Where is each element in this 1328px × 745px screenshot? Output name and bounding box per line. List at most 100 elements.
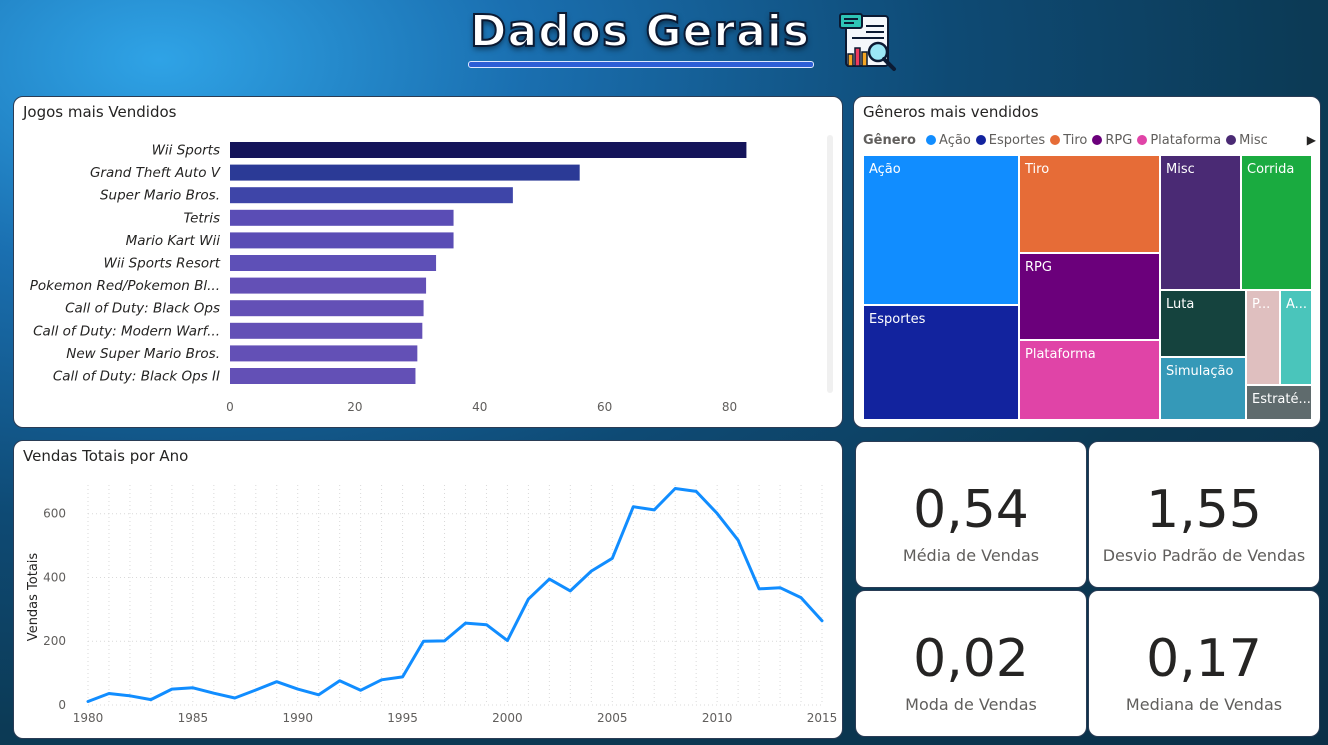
legend-label: Misc [1239,133,1268,148]
kpi-mean-card: 0,54 Média de Vendas [855,441,1087,588]
sales-series-line [86,487,824,703]
treemap-cell-label: RPG [1025,260,1052,275]
y-tick-label: 600 [43,507,66,521]
kpi-mode-card: 0,02 Moda de Vendas [855,590,1087,737]
x-tick-label: 20 [347,400,362,414]
title-underline [468,61,814,68]
bar [230,300,424,317]
legend-swatch [1092,135,1103,145]
category-label: Tetris [183,210,220,226]
legend-swatch [926,135,937,145]
kpi-mode-label: Moda de Vendas [905,695,1037,714]
legend-item[interactable]: Ação [926,133,971,148]
category-label: New Super Mario Bros. [66,346,220,362]
y-tick-label: 0 [58,698,66,712]
treemap-cell-label: Simulação [1166,364,1234,379]
x-tick-label: 1980 [73,711,104,725]
yearly-sales-line-chart: 0 200 400 600 1980 1985 1990 1995 2000 2005 2010 20… [26,485,838,725]
treemap-cell-label: A... [1286,297,1308,312]
x-tick-label: 1985 [178,711,209,725]
treemap-cell-label: Misc [1166,162,1195,177]
treemap-cell-label: Corrida [1247,162,1295,177]
genres-title: Gêneros mais vendidos [863,103,1039,121]
y-axis-title: Vendas Totais [26,553,41,642]
treemap-cell-label: Esportes [869,312,926,327]
legend-label: Ação [939,133,971,148]
x-tick-label: 2015 [807,711,838,725]
y-tick-label: 400 [43,570,66,584]
legend-item[interactable]: RPG [1092,133,1132,148]
bar [230,277,427,294]
treemap-cell[interactable]: RPG [1019,253,1160,340]
category-label: Call of Duty: Modern Warf... [33,323,220,339]
x-tick-label: 2005 [597,711,628,725]
yearly-sales-card: Vendas Totais por Ano 0 200 400 600 1980 1985… [13,440,843,739]
x-tick-label: 1995 [387,711,418,725]
legend-item[interactable]: Tiro [1050,133,1087,148]
treemap-cell[interactable]: A... [1280,290,1312,385]
treemap-cell-label: Luta [1166,297,1195,312]
yearly-sales-title: Vendas Totais por Ano [23,447,189,465]
treemap-cell-label: Estraté... [1252,392,1311,407]
bar [230,345,418,362]
bar [230,209,454,226]
category-label: Pokemon Red/Pokemon Bl... [30,278,220,294]
kpi-stddev-value: 1,55 [1146,480,1262,540]
legend-item[interactable]: Misc [1226,133,1268,148]
treemap-cell-label: Plataforma [1025,347,1096,362]
category-label: Grand Theft Auto V [90,165,222,181]
kpi-mode-value: 0,02 [913,629,1029,689]
treemap-cell-label: Ação [869,162,901,177]
kpi-median-label: Mediana de Vendas [1125,695,1283,714]
category-label: Wii Sports [152,143,220,159]
treemap-cell[interactable]: Misc [1160,155,1241,290]
treemap-cell[interactable]: Simulação [1160,357,1246,420]
scrollbar[interactable] [827,135,833,393]
category-label: Call of Duty: Black Ops [65,301,220,317]
treemap-cell[interactable]: Tiro [1019,155,1160,253]
x-tick-label: 40 [472,400,487,414]
treemap-cell[interactable]: Esportes [863,305,1019,420]
legend-item[interactable]: Plataforma [1137,133,1221,148]
report-analysis-icon [839,13,896,71]
legend-item[interactable]: Esportes [975,133,1046,148]
bar [230,368,416,384]
bar [230,187,513,204]
x-tick-label: 2010 [702,711,733,725]
legend-swatch [1226,135,1237,145]
kpi-mean-label: Média de Vendas [902,546,1040,565]
top-games-title: Jogos mais Vendidos [23,103,177,121]
bar [230,232,454,249]
bar [230,142,747,158]
legend-label: RPG [1105,133,1133,148]
x-tick-label: 2000 [492,711,523,725]
treemap-cell-label: Tiro [1025,162,1050,177]
kpi-stddev-label: Desvio Padrão de Vendas [1102,546,1306,565]
treemap-cell[interactable]: P... [1246,290,1280,385]
bar [230,255,437,271]
top-games-bar-chart: 0 20 40 60 80 Wii Sports Grand Theft Auto V Sup… [30,142,747,414]
legend-label: Esportes [988,133,1046,148]
legend-swatch [975,135,986,145]
genres-card: Gêneros mais vendidos Gênero Ação Esporte… [853,96,1321,428]
treemap-cell[interactable]: Luta [1160,290,1246,357]
treemap-cell[interactable]: Estraté... [1246,385,1312,420]
legend-next-arrow-icon[interactable]: ▶ [1306,133,1316,147]
legend-title: Gênero [863,133,916,148]
y-tick-label: 200 [43,634,66,648]
treemap-cell[interactable]: Corrida [1241,155,1312,290]
x-tick-label: 80 [722,400,737,414]
page-title: Dados Gerais [469,5,811,58]
legend-label: Tiro [1063,133,1088,148]
treemap-cell[interactable]: Ação [863,155,1019,305]
genres-treemap: Ação Esportes Tiro RPG Plataforma Misc Corrida… [863,155,1312,420]
category-label: Mario Kart Wii [126,233,221,249]
category-label: Call of Duty: Black Ops II [53,369,220,385]
treemap-cell[interactable]: Plataforma [1019,340,1160,420]
x-tick-label: 0 [226,400,234,414]
kpi-median-value: 0,17 [1146,629,1262,689]
kpi-stddev-card: 1,55 Desvio Padrão de Vendas [1088,441,1320,588]
legend-swatch [1137,135,1148,145]
legend-swatch [1050,135,1061,145]
x-tick-label: 1990 [282,711,313,725]
